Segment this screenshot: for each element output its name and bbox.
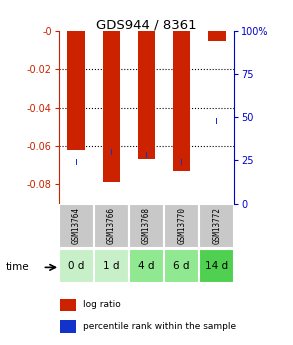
Text: 0 d: 0 d bbox=[68, 261, 84, 270]
Bar bbox=[146, 152, 147, 158]
FancyBboxPatch shape bbox=[129, 249, 164, 283]
Bar bbox=[60, 320, 76, 333]
FancyBboxPatch shape bbox=[129, 204, 164, 248]
FancyBboxPatch shape bbox=[164, 204, 199, 248]
Text: GSM13766: GSM13766 bbox=[107, 207, 116, 244]
Text: 1 d: 1 d bbox=[103, 261, 120, 270]
Text: GSM13770: GSM13770 bbox=[177, 207, 186, 244]
Text: GDS944 / 8361: GDS944 / 8361 bbox=[96, 19, 197, 32]
Text: GSM13768: GSM13768 bbox=[142, 207, 151, 244]
FancyBboxPatch shape bbox=[199, 204, 234, 248]
Text: log ratio: log ratio bbox=[83, 300, 121, 309]
FancyBboxPatch shape bbox=[59, 249, 94, 283]
FancyBboxPatch shape bbox=[164, 249, 199, 283]
FancyBboxPatch shape bbox=[199, 249, 234, 283]
Text: GSM13772: GSM13772 bbox=[212, 207, 221, 244]
Bar bbox=[173, 31, 190, 171]
Bar bbox=[60, 299, 76, 311]
Text: percentile rank within the sample: percentile rank within the sample bbox=[83, 322, 236, 331]
Bar bbox=[103, 31, 120, 183]
FancyBboxPatch shape bbox=[59, 204, 94, 248]
Bar bbox=[208, 31, 226, 41]
Bar bbox=[181, 159, 182, 165]
Text: 4 d: 4 d bbox=[138, 261, 155, 270]
Bar bbox=[67, 31, 85, 150]
Text: GSM13764: GSM13764 bbox=[72, 207, 81, 244]
Text: 14 d: 14 d bbox=[205, 261, 228, 270]
Text: 6 d: 6 d bbox=[173, 261, 190, 270]
Bar bbox=[111, 149, 112, 155]
Text: time: time bbox=[6, 263, 30, 272]
FancyBboxPatch shape bbox=[94, 204, 129, 248]
FancyBboxPatch shape bbox=[94, 249, 129, 283]
Bar bbox=[138, 31, 155, 159]
